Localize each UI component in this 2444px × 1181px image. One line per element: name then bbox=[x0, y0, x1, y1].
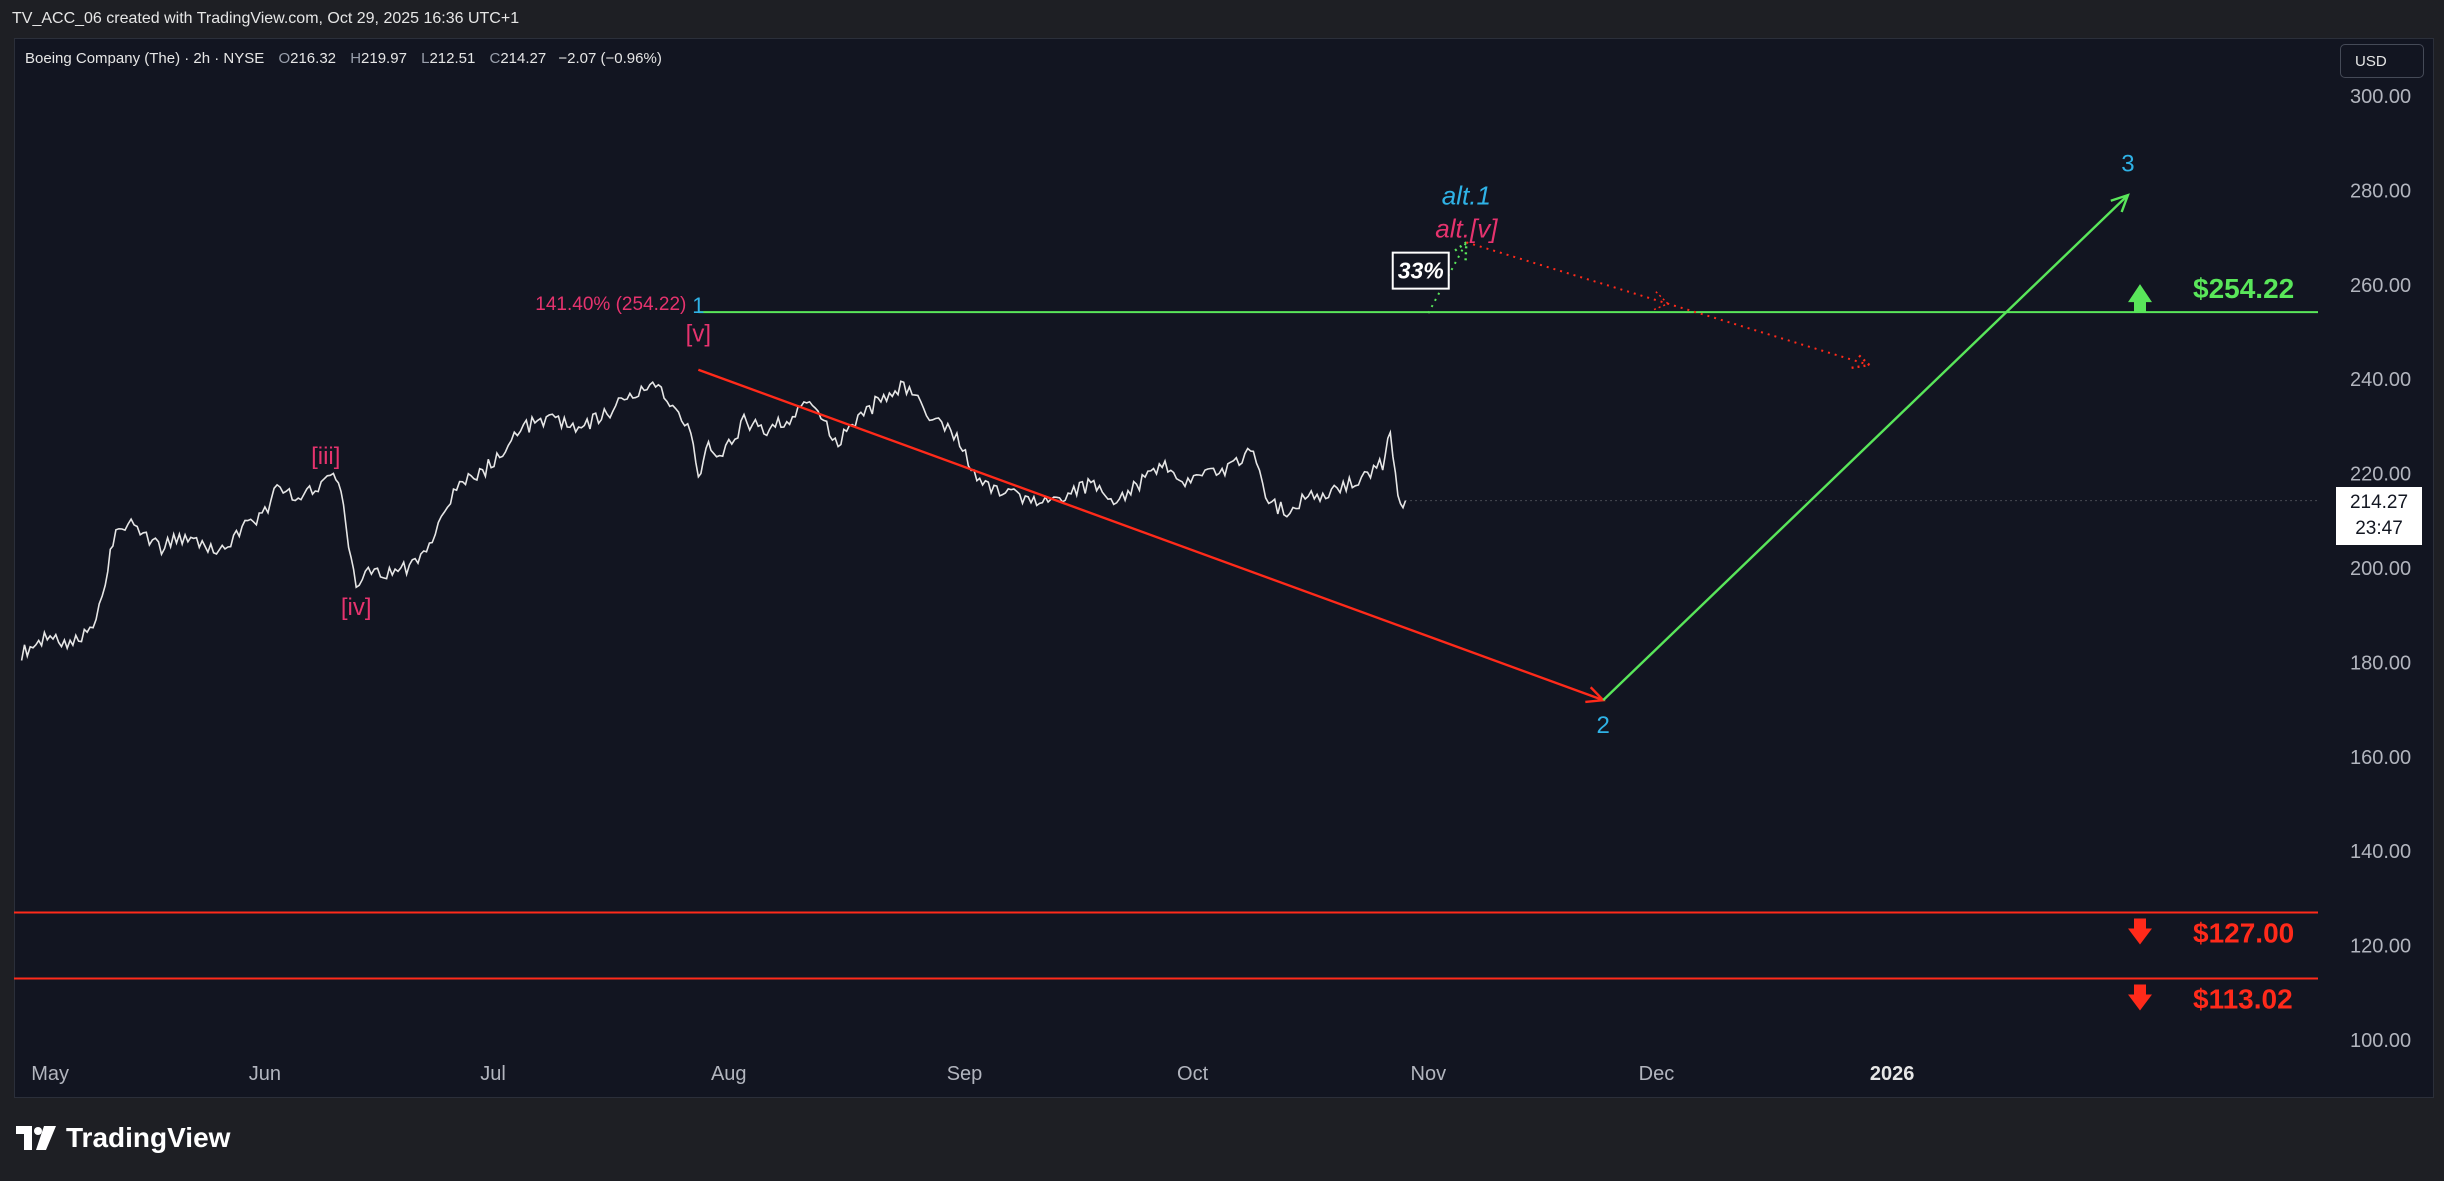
tradingview-logo-icon bbox=[16, 1126, 56, 1150]
x-tick-label: Sep bbox=[947, 1063, 983, 1085]
probability-box bbox=[1391, 251, 1450, 290]
close-value: 214.27 bbox=[500, 50, 547, 67]
x-tick-label: Oct bbox=[1177, 1063, 1209, 1085]
y-tick-label: 220.00 bbox=[2350, 464, 2411, 486]
wave-label-iv: [iv] bbox=[341, 594, 372, 621]
y-tick-label: 120.00 bbox=[2350, 936, 2411, 958]
mid-arrow-icon bbox=[1653, 291, 1670, 311]
level-lines: $254.22 $127.00 $113.02 141.40% (254.22) bbox=[14, 273, 2318, 1015]
arrow-head-icon bbox=[2110, 193, 2130, 213]
high-label: H bbox=[350, 50, 362, 67]
x-axis: May Jun Jul Aug Sep Oct Nov Dec 2026 bbox=[31, 1063, 1914, 1085]
y-tick-label: 180.00 bbox=[2350, 652, 2411, 674]
y-tick-label: 280.00 bbox=[2350, 180, 2411, 202]
x-tick-label: Dec bbox=[1639, 1063, 1675, 1085]
x-tick-label: Aug bbox=[711, 1063, 747, 1085]
fib-extension-label: 141.40% (254.22) bbox=[535, 294, 686, 315]
wave-label-iii: [iii] bbox=[311, 443, 340, 470]
level-arrow-down-icon bbox=[2128, 918, 2152, 945]
y-tick-label: 160.00 bbox=[2350, 747, 2411, 769]
bar-countdown: 23:47 bbox=[2355, 518, 2403, 539]
price-line bbox=[20, 380, 1407, 661]
tradingview-logo[interactable]: TradingView bbox=[16, 1122, 230, 1154]
x-tick-label: Nov bbox=[1411, 1063, 1447, 1085]
currency-selector[interactable]: USD bbox=[2340, 44, 2424, 78]
high-value: 219.97 bbox=[361, 50, 407, 67]
chart-frame[interactable] bbox=[14, 38, 2434, 1098]
y-axis: 100.00 120.00 140.00 160.00 180.00 200.00 220.… bbox=[2350, 86, 2411, 1052]
open-value: 216.32 bbox=[290, 50, 337, 67]
x-tick-label: 2026 bbox=[1870, 1063, 1915, 1085]
x-tick-label: May bbox=[31, 1063, 69, 1085]
x-tick-label: Jul bbox=[480, 1063, 506, 1085]
footer bbox=[0, 1098, 2444, 1181]
red-wave-2-path bbox=[697, 368, 1604, 702]
alt-v-label: alt.[v] bbox=[1435, 214, 1498, 244]
open-label: O bbox=[278, 50, 291, 67]
close-label: C bbox=[489, 50, 501, 67]
x-tick-label: Jun bbox=[249, 1063, 281, 1085]
header-text: TV_ACC_06 created with TradingView.com, … bbox=[12, 10, 520, 27]
low-value: 212.51 bbox=[429, 50, 476, 67]
wave-label-3: 3 bbox=[2121, 151, 2134, 178]
y-tick-label: 200.00 bbox=[2350, 558, 2411, 580]
level-arrow-down-icon bbox=[2128, 984, 2152, 1011]
level-label: $113.02 bbox=[2193, 984, 2293, 1015]
probability-text: 33% bbox=[1398, 258, 1444, 284]
green-wave-3-path bbox=[1602, 194, 2129, 702]
tradingview-wordmark: TradingView bbox=[66, 1122, 231, 1153]
level-arrow-up-icon bbox=[2128, 284, 2152, 313]
y-tick-label: 240.00 bbox=[2350, 369, 2411, 391]
y-tick-label: 300.00 bbox=[2350, 86, 2411, 108]
level-label: $127.00 bbox=[2193, 918, 2294, 949]
y-tick-label: 140.00 bbox=[2350, 841, 2411, 863]
symbol-name: Boeing Company (The) · 2h · NYSE bbox=[25, 50, 265, 67]
chart-header: TV_ACC_06 created with TradingView.com, … bbox=[0, 0, 2444, 38]
price-series bbox=[20, 380, 2318, 661]
low-label: L bbox=[421, 50, 430, 67]
symbol-legend[interactable]: Boeing Company (The) · 2h · NYSE O216.32… bbox=[25, 50, 662, 67]
level-label: $254.22 bbox=[2193, 273, 2294, 304]
last-price-label: 214.27 23:47 bbox=[2336, 487, 2422, 545]
y-tick-label: 260.00 bbox=[2350, 275, 2411, 297]
alt-1-label: alt.1 bbox=[1442, 181, 1491, 211]
wave-label-v: [v] bbox=[686, 320, 711, 347]
last-price-value: 214.27 bbox=[2349, 492, 2409, 513]
arrow-head-icon bbox=[1851, 351, 1873, 369]
y-tick-label: 100.00 bbox=[2350, 1030, 2411, 1052]
wave-label-2: 2 bbox=[1597, 712, 1610, 739]
change-value: −2.07 (−0.96%) bbox=[558, 50, 662, 67]
projection-paths bbox=[697, 193, 2130, 704]
wave-label-1: 1 bbox=[692, 293, 704, 318]
